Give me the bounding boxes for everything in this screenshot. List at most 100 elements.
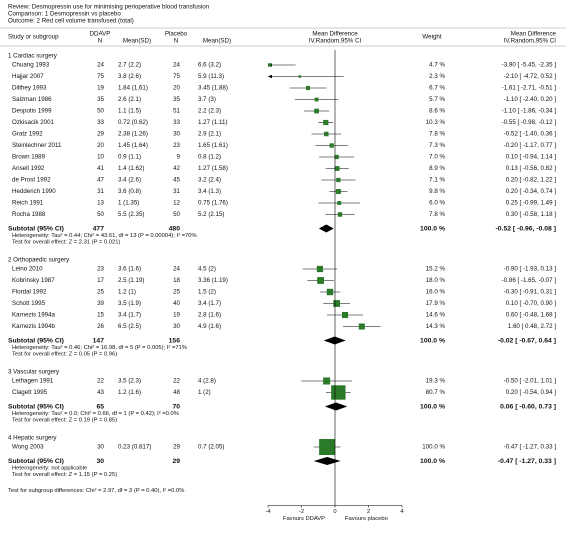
effect-label: 0.10 [ -0.94, 1.14 ] [506,154,557,161]
weight-label: 5.7 % [429,96,445,103]
cell: 10 [97,154,104,161]
subtotal-n: 477 [93,225,105,232]
effect-label: -1.10 [ -2.40, 0.20 ] [504,96,557,103]
study-name: Despotis 1999 [12,108,52,115]
study-name: Reich 1991 [12,200,44,207]
x-tick-label: 0 [333,509,336,515]
cell: 23 [97,266,104,273]
cell: 1.27 (1.11) [198,119,227,126]
cell: 48 [173,389,180,396]
subtotal-effect: -0.52 [ -0.96, -0.08 ] [496,225,556,232]
cell: 26 [97,323,104,330]
cell: 6.6 (3.2) [198,62,221,69]
cell: 25 [173,289,180,296]
effect-square [267,63,272,67]
cell: 25 [97,289,104,296]
subtotal-diamond [324,402,348,411]
group-label: 2 Orthopaedic surgery [8,257,70,264]
effect-label: 0.30 [ -0.58, 1.18 ] [506,211,557,218]
cell: 19 [173,312,180,319]
weight-label: 8.6 % [429,108,445,115]
x-right-label: Favours placebo [345,516,388,522]
cell: 1.2 (1) [118,289,136,296]
subgroup-test: Test for subgroup differences: Chi² = 2.… [8,488,184,494]
cell: 24 [97,62,104,69]
cell: 1.2 (1.6) [118,389,141,396]
overall-effect: Test for overall effect: Z = 0.19 (P = 0… [12,418,117,424]
cell: 42 [173,165,180,172]
subtotal-label: Subtotal (95% CI) [8,403,64,410]
effect-square [329,143,334,148]
subtotal-label: Subtotal (95% CI) [8,225,64,232]
weight-label: 80.7 % [426,389,446,396]
cell: 3.4 (1.7) [198,300,221,307]
subtotal-diamond [318,224,334,233]
effect-square [316,265,324,273]
outcome: Outcome: 2 Red cell volume transfused (t… [8,18,134,25]
weight-label: 7.0 % [429,154,445,161]
weight-label: 7.1 % [429,177,445,184]
subtotal-n: 29 [172,458,180,465]
subtotal-n: 70 [172,403,180,410]
effect-square [305,85,311,91]
column-header: IV,Random,95% CI [504,38,557,45]
study-name: Flordal 1992 [12,289,47,296]
cell: 33 [97,119,104,126]
subtotal-weight: 100.0 % [420,337,445,344]
cell: 1.65 (1.61) [198,142,228,149]
effect-square [331,385,346,400]
effect-label: -0.55 [ -0.98, -0.12 ] [502,119,557,126]
overall-effect: Test for overall effect: Z = 1.15 (P = 0… [12,472,117,478]
cell: 45 [173,177,180,184]
cell: 30 [97,444,104,451]
cell: 6.5 (2.5) [118,323,141,330]
subtotal-weight: 100.0 % [420,403,445,410]
weight-label: 16.0 % [426,289,446,296]
cell: 51 [173,108,180,115]
effect-label: -0.50 [ -2.01, 1.01 ] [504,378,557,385]
cell: 50 [173,211,180,218]
cell: 43 [97,389,104,396]
effect-label: -1.10 [ -1.86, -0.34 ] [502,108,557,115]
weight-label: 18.0 % [426,277,446,284]
study-name: Karnezis 1994b [12,323,56,330]
cell: 22 [173,378,180,385]
study-name: Steinlechner 2011 [12,142,62,149]
weight-label: 9.8 % [429,188,445,195]
review: Review: Desmopressin use for minimising … [8,4,210,11]
cell: 2.38 (1.26) [118,131,148,138]
effect-square [358,323,365,330]
cell: 13 [97,200,104,207]
study-name: Leino 2010 [12,266,43,273]
study-name: de Prost 1992 [12,177,51,184]
study-name: Schott 1995 [12,300,46,307]
weight-label: 2.3 % [429,73,445,80]
cell: 0.7 (2.05) [198,444,224,451]
cell: 24 [173,62,180,69]
column-header: Weight [422,34,441,41]
column-header: Mean(SD) [203,38,231,45]
effect-label: 0.20 [ -0.82, 1.22 ] [506,177,557,184]
subtotal-n: 65 [96,403,104,410]
cell: 0.8 (1.2) [198,154,221,161]
effect-square [323,119,329,126]
effect-square [335,188,341,195]
cell: 22 [97,378,104,385]
cell: 30 [173,131,180,138]
effect-label: -0.47 [ -1.27, 0.33 ] [504,444,557,451]
weight-label: 8.9 % [429,165,445,172]
cell: 1.27 (1.58) [198,165,228,172]
cell: 15 [97,312,104,319]
effect-square [314,97,319,102]
effect-square [334,154,339,160]
effect-label: -0.90 [ -1.93, 0.13 ] [504,266,557,273]
column-header: Mean Difference [511,31,557,38]
cell: 0.72 (0.62) [118,119,148,126]
study-name: Rocha 1988 [12,211,46,218]
effect-square [333,300,341,307]
effect-label: 0.10 [ -0.70, 0.90 ] [506,300,557,307]
ci-arrow [268,74,272,79]
heterogeneity: Heterogeneity: not applicable [12,466,87,472]
cell: 4 (2.8) [198,378,216,385]
effect-square [298,75,302,78]
